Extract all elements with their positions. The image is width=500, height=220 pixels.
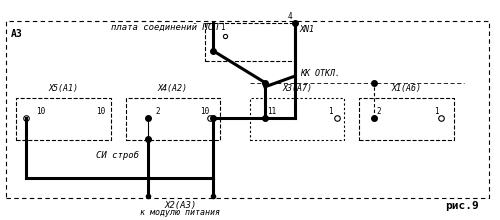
Text: 10: 10 <box>36 107 46 116</box>
Text: 4: 4 <box>288 12 292 21</box>
Text: XN1: XN1 <box>300 25 314 34</box>
Text: X4(A2): X4(A2) <box>158 84 188 93</box>
Text: 1: 1 <box>220 23 225 32</box>
Text: плата соединений ПСП: плата соединений ПСП <box>111 22 218 31</box>
Text: A3: A3 <box>12 29 23 39</box>
Text: рис.9: рис.9 <box>445 201 478 211</box>
Text: X2(A3): X2(A3) <box>164 201 196 210</box>
Text: X3(A7): X3(A7) <box>282 84 312 93</box>
Text: X5(A1): X5(A1) <box>48 84 78 93</box>
Text: СИ строб: СИ строб <box>96 151 139 160</box>
Text: 10: 10 <box>96 107 105 116</box>
Text: 2: 2 <box>377 107 382 116</box>
Text: 11: 11 <box>268 107 276 116</box>
Text: 10: 10 <box>200 107 209 116</box>
Text: KK ОТКЛ.: KK ОТКЛ. <box>300 69 340 78</box>
Text: к модулю питания: к модулю питания <box>140 208 220 217</box>
Text: X1(A6): X1(A6) <box>392 84 422 93</box>
Text: 2: 2 <box>156 107 160 116</box>
Text: 1: 1 <box>328 107 332 116</box>
Text: 1: 1 <box>434 107 438 116</box>
